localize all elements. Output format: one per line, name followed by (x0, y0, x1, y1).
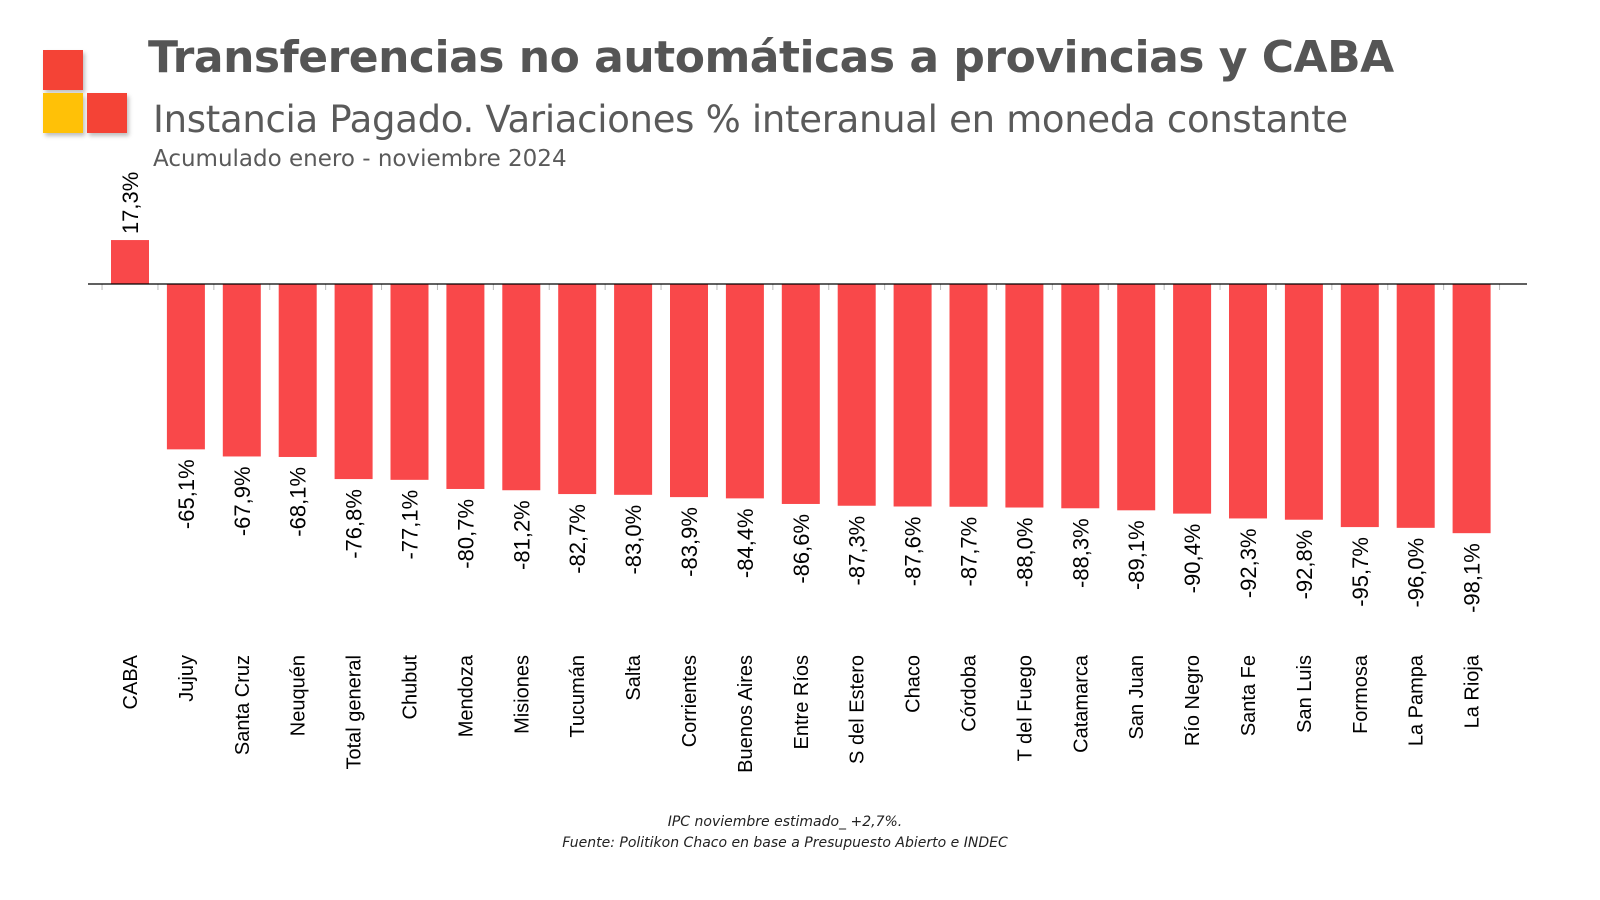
chart-period: Acumulado enero - noviembre 2024 (153, 146, 567, 172)
category-label: Santa Cruz (232, 655, 254, 755)
category-label: San Juan (1126, 655, 1148, 740)
category-label: Total general (344, 655, 366, 770)
data-label: -76,8% (342, 489, 367, 559)
category-label: Neuquén (288, 655, 310, 736)
category-label: Tucumán (567, 655, 589, 738)
data-label: -80,7% (453, 499, 478, 569)
bar-la-pampa (1396, 284, 1435, 528)
bar-t-del-fuego (1005, 284, 1044, 508)
data-label: -90,4% (1180, 524, 1205, 594)
data-label: -83,0% (621, 505, 646, 575)
category-label: Santa Fe (1238, 655, 1260, 736)
category-label: Chubut (400, 655, 422, 720)
footer-note: IPC noviembre estimado_ +2,7%. (667, 814, 903, 830)
data-label: -92,3% (1236, 528, 1261, 598)
bar-entre-ríos (781, 284, 820, 504)
bar-santa-cruz (222, 284, 261, 457)
category-label: Misiones (511, 655, 533, 734)
data-label: -86,6% (789, 514, 814, 584)
data-label: -87,3% (845, 516, 870, 586)
category-labels-group: CABA Jujuy Santa Cruz Neuquén Total general C… (120, 654, 1484, 773)
bar-tucumán (558, 284, 597, 495)
data-label: -89,1% (1124, 520, 1149, 590)
ticks-group (101, 284, 1501, 290)
bar-san-juan (1117, 284, 1156, 511)
category-label: Entre Ríos (791, 655, 813, 749)
category-label: San Luis (1294, 655, 1316, 733)
chart-title: Transferencias no automáticas a provinci… (148, 32, 1394, 83)
data-label: -83,9% (677, 507, 702, 577)
bar-buenos-aires (725, 284, 764, 499)
data-label: -81,2% (509, 500, 534, 570)
bar-la-rioja (1452, 284, 1491, 534)
data-label: -67,9% (230, 466, 255, 536)
data-label: -98,1% (1460, 543, 1485, 613)
bars-group (111, 240, 1491, 534)
bar-córdoba (949, 284, 988, 507)
data-label: -92,8% (1292, 530, 1317, 600)
category-label: Formosa (1350, 654, 1372, 734)
category-label: S del Estero (847, 655, 869, 764)
bar-san-luis (1284, 284, 1323, 520)
bar-río-negro (1173, 284, 1212, 514)
logo (43, 50, 129, 136)
data-label: -87,6% (901, 517, 926, 587)
category-label: Salta (623, 654, 645, 700)
category-label: Mendoza (455, 654, 477, 737)
bar-formosa (1340, 284, 1379, 528)
footer-source: Fuente: Politikon Chaco en base a Presup… (562, 835, 1008, 851)
data-label: -82,7% (565, 504, 590, 574)
bar-chubut (390, 284, 429, 480)
data-label: -87,7% (957, 517, 982, 587)
logo-square-red-right (87, 93, 127, 133)
bar-mendoza (446, 284, 485, 489)
category-label: Catamarca (1070, 654, 1092, 753)
bar-jujuy (166, 284, 205, 450)
bar-misiones (502, 284, 541, 491)
category-label: La Rioja (1462, 654, 1484, 728)
data-label: -88,0% (1012, 518, 1037, 588)
bar-neuquén (278, 284, 317, 457)
bar-santa-fe (1229, 284, 1267, 519)
data-label: -95,7% (1348, 537, 1373, 607)
category-label: CABA (120, 654, 142, 709)
category-label: T del Fuego (1014, 655, 1036, 761)
logo-square-red-top (43, 50, 83, 90)
data-label: -68,1% (286, 467, 311, 537)
category-label: Buenos Aires (735, 655, 757, 773)
bar-s-del-estero (837, 284, 876, 506)
category-label: Jujuy (176, 655, 198, 702)
data-label: -88,3% (1068, 518, 1093, 588)
data-label: 17,3% (118, 172, 143, 234)
data-labels-group: 17,3% -65,1% -67,9% -68,1% -76,8% -77,1% -80,7… (118, 172, 1485, 613)
bar-total-general (334, 284, 373, 480)
bar-catamarca (1061, 284, 1100, 509)
data-label: -65,1% (174, 459, 199, 529)
bar-corrientes (670, 284, 708, 498)
chart-subtitle: Instancia Pagado. Variaciones % interanu… (153, 98, 1348, 141)
data-label: -84,4% (733, 508, 758, 578)
bar-chaco (893, 284, 932, 507)
category-label: Río Negro (1182, 655, 1204, 746)
bar-salta (614, 284, 653, 495)
category-label: Corrientes (679, 655, 701, 747)
data-label: -77,1% (398, 490, 423, 560)
bar-caba (111, 240, 149, 284)
category-label: La Pampa (1406, 654, 1428, 746)
data-label: -96,0% (1404, 538, 1429, 608)
category-label: Chaco (903, 655, 925, 713)
logo-square-yellow (43, 93, 83, 133)
category-label: Córdoba (959, 654, 981, 732)
